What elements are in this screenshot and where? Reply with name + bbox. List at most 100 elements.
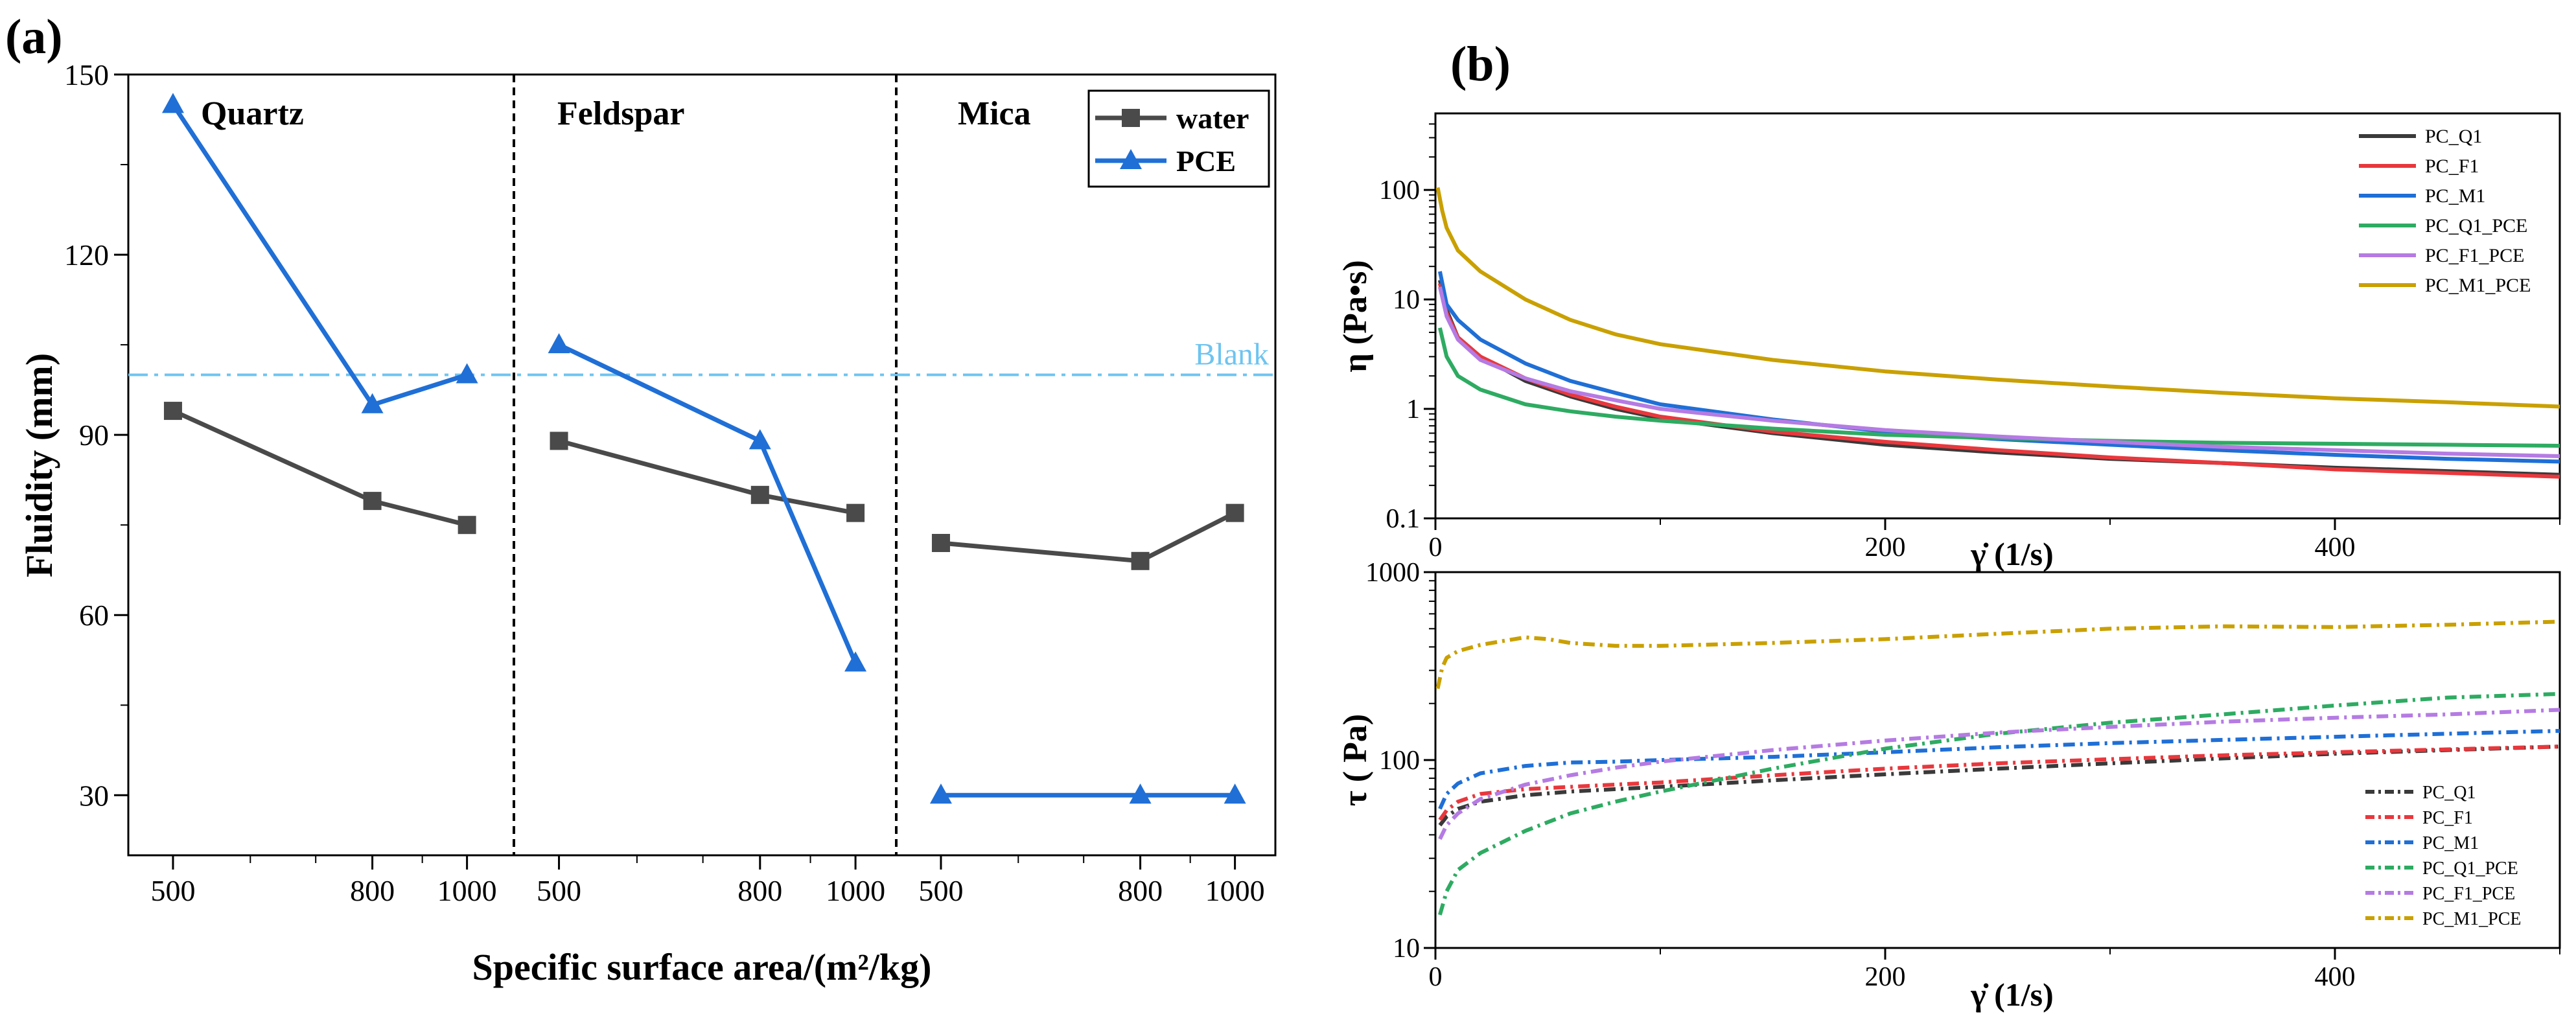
x-tick-label: 500	[150, 874, 195, 907]
chart-a-y-label: Fluidity (mm)	[18, 353, 60, 577]
y-tick-label: 30	[79, 779, 109, 812]
y-tick-label: 150	[64, 58, 109, 91]
series-pc-q1-pce	[1437, 327, 2560, 448]
x-tick-label: 0	[1429, 533, 1443, 562]
chart-a-group-dividers	[513, 75, 898, 855]
legend-label: PC_Q1_PCE	[2425, 215, 2527, 237]
chart-b-top-x-ticks: 0 200 400	[1429, 518, 2560, 562]
water-line	[940, 511, 1236, 564]
series-pc-m1-pce	[1435, 187, 2560, 409]
x-tick-label: 500	[918, 874, 963, 907]
blank-label: Blank	[1194, 337, 1269, 371]
water-line	[558, 439, 856, 516]
group-label-quartz: Quartz	[201, 95, 304, 132]
y-tick-label: 100	[1379, 176, 1420, 205]
series-pc-m1-pce	[1435, 619, 2560, 689]
legend-label: PC_F1_PCE	[2422, 884, 2515, 904]
legend-label: PC_Q1	[2422, 783, 2476, 803]
legend-label: PC_M1_PCE	[2422, 909, 2522, 929]
series-pc-m1	[1437, 271, 2560, 464]
legend-swatch-marker	[1122, 109, 1140, 127]
chart-a-x-ticks: 500 800 1000 500 800 1000 500 800 1000	[150, 855, 1265, 907]
x-tick-label: 800	[737, 874, 782, 907]
series-pce	[161, 93, 1246, 804]
y-tick-label: 100	[1379, 746, 1420, 776]
y-tick-label: 10	[1393, 934, 1420, 964]
series-pc-f1-pce	[1437, 286, 2560, 458]
x-tick-label: 400	[2315, 533, 2356, 562]
y-tick-label: 90	[79, 419, 109, 452]
chart-a-legend: water PCE	[1087, 89, 1270, 188]
pce-marker	[929, 783, 952, 804]
chart-b-bottom-y-ticks: 10 100 1000	[1365, 558, 1435, 964]
chart-b-top-series	[1435, 187, 2560, 479]
y-tick-label: 0.1	[1386, 504, 1421, 534]
y-tick-label: 10	[1393, 285, 1420, 315]
legend-label: PC_F1_PCE	[2425, 245, 2524, 266]
chart-b-top-x-label: γ̇ (1/s)	[1970, 536, 2054, 572]
group-label-mica: Mica	[958, 95, 1031, 132]
x-tick-label: 1000	[437, 874, 497, 907]
chart-a-group-labels: Quartz Feldspar Mica	[201, 95, 1031, 132]
x-tick-label: 200	[1865, 533, 1906, 562]
water-line	[172, 408, 468, 527]
chart-b-bottom-x-ticks: 0 200 400	[1429, 948, 2560, 992]
pce-marker	[361, 393, 384, 413]
chart-a: 30 60 90 120 150 500 800 1000 500 800 1000 500 800 1…	[18, 58, 1277, 988]
y-tick-label: 1	[1406, 395, 1420, 424]
water-marker	[931, 534, 950, 552]
water-marker	[1131, 551, 1150, 570]
chart-a-x-label: Specific surface area/(m²/kg)	[472, 946, 932, 988]
legend-label: PCE	[1176, 144, 1236, 178]
chart-b-top: 0.1 1 10 100 0 200 400 PC_Q1 PC_F1 PC_M1 PC_Q1_P…	[1337, 112, 2561, 572]
x-tick-label: 1000	[1205, 874, 1265, 907]
series-pc-f1-pce	[1438, 708, 2560, 840]
water-marker	[846, 503, 865, 522]
x-tick-label: 800	[350, 874, 395, 907]
pce-marker	[748, 429, 771, 450]
water-marker	[363, 492, 382, 511]
panel-b-label: (b)	[1450, 37, 1511, 91]
pce-marker	[456, 363, 478, 384]
legend-label: PC_F1	[2422, 808, 2473, 828]
chart-a-frame	[127, 73, 1277, 857]
x-tick-label: 500	[537, 874, 581, 907]
chart-b-bottom-y-label: τ ( Pa)	[1337, 714, 1374, 806]
chart-b-bottom: 10 100 1000 0 200 400 PC_Q1 PC_F1 PC_M1 PC_Q1_P…	[1337, 558, 2561, 1013]
legend-label: water	[1176, 102, 1249, 135]
chart-b-bottom-series	[1435, 619, 2560, 916]
series-pc-f1	[1438, 744, 2560, 822]
legend-label: PC_M1	[2425, 185, 2485, 207]
chart-a-blank-line: Blank	[128, 337, 1275, 376]
x-tick-label: 400	[2315, 962, 2356, 992]
water-marker	[1225, 503, 1244, 522]
y-tick-label: 1000	[1365, 558, 1420, 588]
pce-marker	[1129, 783, 1152, 804]
legend-box	[1087, 89, 1270, 188]
legend-label: PC_M1_PCE	[2425, 275, 2531, 296]
panel-a-label: (a)	[5, 10, 63, 64]
legend-label: PC_Q1_PCE	[2422, 859, 2518, 879]
series-water	[163, 402, 1244, 570]
pce-marker	[844, 651, 867, 672]
x-tick-label: 800	[1118, 874, 1163, 907]
y-tick-label: 120	[64, 238, 109, 271]
legend-swatch-marker	[1120, 149, 1142, 169]
pce-marker	[1224, 783, 1246, 804]
water-marker	[750, 485, 769, 504]
legend-label: PC_F1	[2425, 156, 2479, 177]
chart-b-top-y-label: η (Pa•s)	[1337, 260, 1374, 372]
chart-b-bottom-legend: PC_Q1 PC_F1 PC_M1 PC_Q1_PCE PC_F1_PCE PC_M1_P…	[2365, 783, 2522, 929]
chart-b-top-y-ticks: 0.1 1 10 100	[1379, 123, 1435, 534]
pce-line	[171, 103, 468, 408]
series-pc-m1	[1438, 729, 2560, 810]
x-tick-label: 200	[1865, 962, 1906, 992]
water-marker	[163, 402, 182, 421]
water-marker	[550, 432, 568, 450]
group-label-feldspar: Feldspar	[557, 95, 684, 132]
chart-b-bottom-x-label: γ̇ (1/s)	[1970, 976, 2054, 1013]
pce-marker	[548, 333, 570, 354]
x-tick-label: 1000	[826, 874, 885, 907]
series-pc-q1-pce	[1438, 691, 2560, 916]
